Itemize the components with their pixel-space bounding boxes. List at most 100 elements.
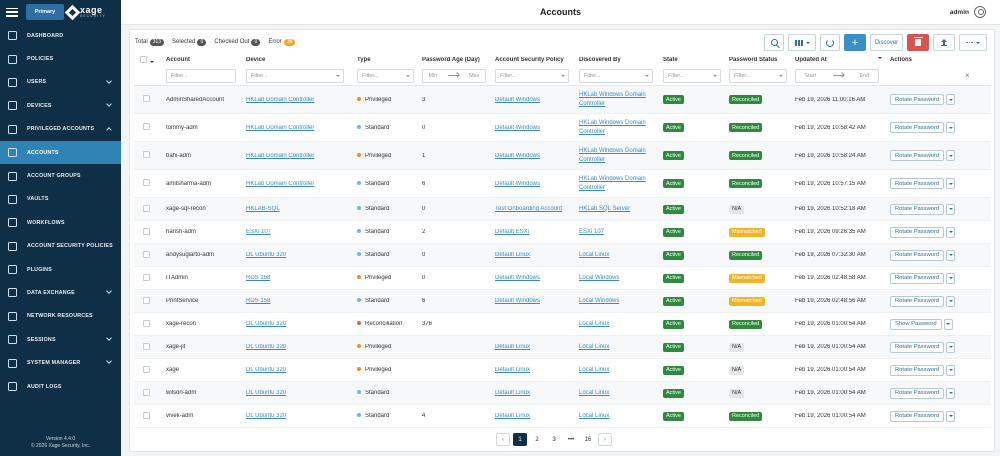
policy-link[interactable]: Default Windows (495, 298, 541, 304)
page-button[interactable]: 1 (513, 433, 527, 446)
table-row[interactable]: ITAdmin RDS 158 Privileged 0 Default Windows… (134, 267, 991, 290)
discovered-by-link[interactable]: HKLab Windows Domain Controller (579, 119, 646, 135)
col-state[interactable]: State (663, 57, 678, 63)
export-button[interactable] (933, 34, 955, 51)
row-checkbox[interactable] (143, 319, 150, 327)
row-action-button[interactable]: Rotate Password (890, 122, 945, 133)
table-row[interactable]: xage-recon DL Ubuntu 320 Reconciliation 376… (134, 313, 991, 336)
discovered-by-link[interactable]: Local Linux (579, 343, 610, 350)
account-name[interactable]: xage-recon (166, 321, 197, 327)
policy-link[interactable]: Default Linux (495, 390, 531, 396)
table-row[interactable]: amitsharma-adm HKLab Domain Controller Sta… (134, 170, 991, 198)
device-link[interactable]: HKLab Domain Controller (246, 152, 315, 159)
table-row[interactable]: tommy-adm HKLab Domain Controller Standard… (134, 114, 991, 142)
col-device[interactable]: Device (246, 57, 266, 63)
device-filter[interactable]: Filter... (246, 68, 345, 83)
device-link[interactable]: HKLab Domain Controller (246, 180, 315, 187)
row-checkbox[interactable] (143, 151, 150, 158)
sidebar-item-users[interactable]: USERS (0, 71, 121, 94)
sidebar-item-accounts[interactable]: ACCOUNTS (0, 140, 121, 165)
sidebar-item-policies[interactable]: POLICIES (0, 47, 121, 70)
device-link[interactable]: RDS 158 (246, 298, 271, 304)
next-page-button[interactable]: › (598, 433, 612, 446)
sidebar-item-account-security-policies[interactable]: ACCOUNT SECURITY POLICIES (0, 235, 121, 258)
device-link[interactable]: HKLab Domain Controller (246, 124, 315, 131)
row-action-menu[interactable] (946, 295, 956, 307)
sidebar-item-account-groups[interactable]: ACCOUNT GROUPS (0, 164, 121, 187)
sidebar-item-audit-logs[interactable]: AUDIT LOGS (0, 375, 121, 398)
account-name[interactable]: xage-sql-recon (166, 206, 206, 212)
account-filter[interactable]: Filter... (166, 68, 237, 83)
password-age-filter[interactable]: Min Max (422, 68, 486, 83)
clear-filters-icon[interactable]: × (965, 71, 970, 80)
row-action-button[interactable]: Rotate Password (890, 94, 945, 105)
row-action-menu[interactable] (946, 341, 956, 353)
sidebar-item-plugins[interactable]: PLUGINS (0, 258, 121, 281)
search-button[interactable] (764, 34, 784, 51)
policy-link[interactable]: Default Windows (495, 275, 541, 281)
sidebar-item-network-resources[interactable]: NETWORK RESOURCES (0, 305, 121, 328)
device-link[interactable]: HKLab Domain Controller (246, 96, 315, 103)
avatar-icon[interactable] (974, 6, 986, 18)
discovered-filter[interactable]: Filter... (579, 68, 653, 83)
row-action-menu[interactable] (946, 249, 956, 261)
account-name[interactable]: AdminSharedAccount (166, 96, 225, 103)
col-type[interactable]: Type (357, 57, 371, 63)
account-name[interactable]: vivek-adm (166, 413, 194, 419)
row-action-button[interactable]: Show Password (890, 318, 942, 330)
col-policy[interactable]: Account Security Policy (495, 57, 564, 63)
page-button[interactable]: 2 (535, 436, 539, 443)
row-action-menu[interactable] (946, 203, 956, 215)
policy-link[interactable]: Default Windows (495, 152, 541, 159)
device-link[interactable]: HKLAB-SQL (246, 206, 280, 212)
table-row[interactable]: wilson-adm DL Ubuntu 320 Standard Default L… (134, 382, 991, 405)
row-action-menu[interactable] (946, 178, 956, 189)
sidebar-item-devices[interactable]: DEVICES (0, 94, 121, 117)
row-checkbox[interactable] (143, 204, 150, 212)
policy-link[interactable]: Default Windows (495, 96, 541, 103)
row-action-button[interactable]: Rotate Password (890, 203, 945, 215)
account-name[interactable]: wilson-adm (166, 390, 197, 396)
row-action-menu[interactable] (946, 122, 956, 133)
row-action-menu[interactable] (946, 94, 956, 105)
row-action-button[interactable]: Rotate Password (890, 364, 945, 376)
row-action-menu[interactable] (946, 364, 956, 376)
type-filter[interactable]: Filter... (357, 68, 414, 83)
row-action-menu[interactable] (946, 410, 956, 422)
row-action-button[interactable]: Rotate Password (890, 295, 945, 307)
row-checkbox[interactable] (143, 123, 150, 130)
policy-link[interactable]: Default Linux (495, 252, 531, 258)
row-action-button[interactable]: Rotate Password (890, 341, 945, 353)
sidebar-item-data-exchange[interactable]: DATA EXCHANGE (0, 281, 121, 304)
row-checkbox[interactable] (143, 273, 150, 281)
row-action-menu[interactable] (946, 272, 956, 284)
discovered-by-link[interactable]: Local Linux (579, 320, 610, 327)
table-row[interactable]: xage DL Ubuntu 320 Privileged Default Linux… (134, 359, 991, 382)
row-checkbox[interactable] (143, 250, 150, 258)
table-row[interactable]: vivek-adm DL Ubuntu 320 Standard 4 Default L… (134, 405, 991, 428)
col-password-age[interactable]: Password Age (Day) (422, 57, 480, 63)
discovered-by-link[interactable]: HKLab Windows Domain Controller (579, 175, 646, 191)
device-link[interactable]: DL Ubuntu 320 (246, 390, 287, 396)
row-action-button[interactable]: Rotate Password (890, 272, 945, 284)
row-checkbox[interactable] (143, 365, 150, 373)
row-action-menu[interactable] (946, 150, 956, 161)
row-action-menu[interactable] (943, 318, 953, 330)
discovered-by-link[interactable]: Local Windows (579, 297, 620, 304)
table-row[interactable]: andysugiarto-adm DL Ubuntu 320 Standard 0 De… (134, 244, 991, 267)
account-name[interactable]: xage (166, 367, 180, 373)
sidebar-item-vaults[interactable]: VAULTS (0, 188, 121, 211)
password-status-filter[interactable]: Filter... (729, 68, 787, 83)
discovered-by-link[interactable]: Local Linux (579, 251, 610, 258)
discovered-by-link[interactable]: Local Linux (579, 366, 610, 373)
row-action-menu[interactable] (946, 226, 956, 238)
row-checkbox[interactable] (143, 227, 150, 235)
device-link[interactable]: DL Ubuntu 320 (246, 252, 287, 258)
select-menu-icon[interactable] (150, 60, 154, 63)
policy-link[interactable]: Default Windows (495, 124, 541, 131)
discovered-by-link[interactable]: HKLab SQL Server (579, 205, 631, 212)
row-action-button[interactable]: Rotate Password (890, 150, 945, 161)
prev-page-button[interactable]: ‹ (496, 433, 510, 446)
row-checkbox[interactable] (143, 342, 150, 350)
sidebar-item-dashboard[interactable]: DASHBOARD (0, 24, 121, 47)
